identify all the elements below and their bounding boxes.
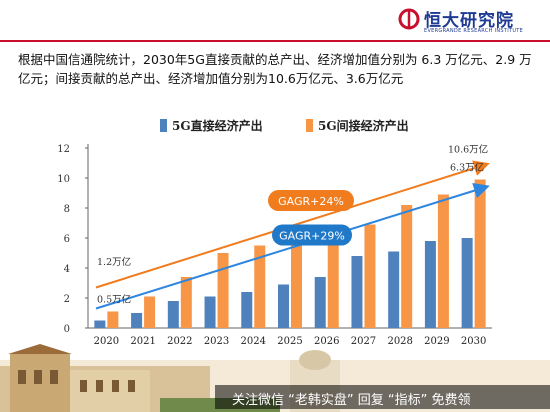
- y-tick-label: 4: [64, 264, 70, 275]
- y-tick-label: 12: [57, 144, 70, 155]
- chart-description: 根据中国信通院统计，2030年5G直接贡献的总产出、经济增加值分别为 6.3 万…: [18, 52, 532, 86]
- y-tick-label: 10: [57, 174, 70, 185]
- bar-chart: 5G直接经济产出 5G间接经济产出 0 2 4 6 8 10 12 2020 2021 2022 202…: [57, 118, 492, 347]
- indirect-start-label: 1.2万亿: [97, 256, 131, 268]
- legend-swatch: [306, 119, 313, 132]
- logo-name: 恒大研究院: [424, 11, 514, 31]
- y-tick-label: 2: [64, 294, 70, 305]
- x-tick-label: 2027: [351, 336, 376, 347]
- bar: [351, 256, 363, 328]
- bar: [424, 241, 436, 328]
- y-tick-label: 6: [64, 234, 70, 245]
- bar: [254, 245, 266, 328]
- logo-subtitle: EVERGRANDE RESEARCH INSTITUTE: [424, 28, 524, 34]
- bar: [474, 179, 486, 328]
- x-tick-label: 2022: [167, 336, 192, 347]
- x-tick-label: 2030: [461, 336, 486, 347]
- bar: [327, 233, 339, 328]
- direct-trend-arrow: [95, 182, 490, 310]
- bar: [291, 233, 302, 328]
- direct-cagr-pill: [272, 224, 352, 246]
- bar: [217, 253, 229, 328]
- bar: [107, 311, 119, 328]
- bar: [364, 224, 376, 328]
- legend-swatch: [160, 119, 167, 132]
- bar: [204, 296, 216, 328]
- direct-start-label: 0.5万亿: [97, 294, 131, 306]
- bar: [388, 251, 400, 328]
- bar: [180, 277, 192, 328]
- x-tick-label: 2020: [94, 336, 119, 347]
- bar: [131, 313, 143, 328]
- bar: [241, 292, 253, 328]
- bar: [167, 301, 179, 328]
- indirect-cagr-label: GAGR+24%: [278, 195, 344, 208]
- direct-cagr-label: GAGR+29%: [279, 230, 345, 243]
- logo-emblem-icon: [398, 8, 420, 29]
- footer-building-illustration: [0, 344, 550, 412]
- logo: 恒大研究院: [398, 6, 514, 31]
- bar: [94, 320, 106, 328]
- legend-label: 5G间接经济产出: [318, 118, 409, 133]
- x-tick-label: 2021: [130, 336, 155, 347]
- indirect-cagr-pill: [268, 190, 354, 211]
- legend-label: 5G直接经济产出: [172, 118, 263, 133]
- bar: [144, 296, 156, 328]
- y-tick-label: 8: [64, 204, 70, 215]
- header-band: [0, 0, 550, 44]
- bar: [314, 277, 326, 328]
- x-tick-label: 2026: [314, 336, 339, 347]
- bar: [461, 238, 473, 328]
- watermark-bar: [215, 385, 550, 409]
- x-tick-label: 2028: [387, 336, 412, 347]
- indirect-end-label: 10.6万亿: [448, 144, 488, 156]
- bar: [278, 284, 289, 328]
- bar: [401, 205, 413, 328]
- direct-end-label: 6.3万亿: [450, 162, 484, 174]
- x-tick-label: 2029: [424, 336, 449, 347]
- brand-divider: [0, 40, 550, 42]
- x-tick-label: 2024: [241, 336, 266, 347]
- x-tick-label: 2025: [277, 336, 302, 347]
- y-tick-label: 0: [64, 324, 70, 335]
- watermark-text: 关注微信 “老韩实盘” 回复 “指标” 免费领: [232, 393, 471, 408]
- x-tick-label: 2023: [204, 336, 229, 347]
- bar: [437, 194, 449, 328]
